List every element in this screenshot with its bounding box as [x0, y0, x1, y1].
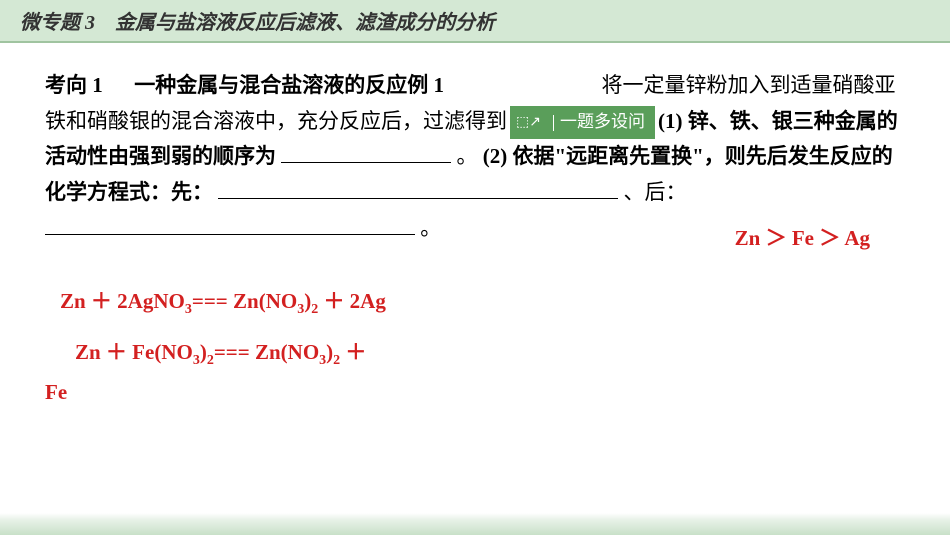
main-text: 考向 1 一种金属与混合盐溶液的反应例 1 将一定量锌粉加入到适量硝酸亚铁和硝酸… [45, 68, 905, 246]
equation-2-end: Fe [45, 377, 905, 409]
footer-bar [0, 513, 950, 535]
direction-text: 一种金属与混合盐溶液的反应 [134, 73, 407, 97]
slide-header: 微专题 3 金属与盐溶液反应后滤液、滤渣成分的分析 [0, 0, 950, 43]
example-label: 例 1 [407, 73, 444, 97]
eq1-sub1: 3 [185, 303, 192, 318]
tag-text: 一题多设问 [560, 108, 645, 137]
eq2-p3: ＋ [340, 340, 366, 364]
activity-order-text: Zn ＞ Fe ＞ Ag [735, 226, 870, 250]
tag-divider [553, 115, 554, 131]
eq1-p1: Zn ＋ 2AgNO [60, 289, 185, 313]
equation-1: Zn ＋ 2AgNO3=== Zn(NO3)2 ＋ 2Ag [60, 286, 905, 320]
after-text: 、后： [624, 180, 687, 204]
blank-3 [45, 214, 415, 235]
answer-activity-order: Zn ＞ Fe ＞ Ag [735, 222, 870, 252]
blank-1 [281, 142, 451, 163]
share-icon: ⬚↗ [516, 111, 541, 135]
blank-2 [218, 178, 618, 199]
eq2-p2: === Zn(NO [214, 340, 319, 364]
direction-label: 考向 1 [45, 73, 103, 97]
equations-block: Zn ＋ 2AgNO3=== Zn(NO3)2 ＋ 2Ag Zn ＋ Fe(NO… [45, 286, 905, 408]
eq1-p2: === Zn(NO [192, 289, 297, 313]
eq1-p3: ＋ 2Ag [318, 289, 386, 313]
eq2-fe: Fe [45, 380, 67, 404]
period-1: 。 [457, 144, 478, 168]
period-2: 。 [420, 216, 441, 240]
eq2-sub1: 3 [193, 353, 200, 368]
eq2-sub3: 3 [319, 353, 326, 368]
eq2-p1: Zn ＋ Fe(NO [75, 340, 193, 364]
eq2-sub2: 2 [207, 353, 214, 368]
tag-box: ⬚↗ 一题多设问 [510, 106, 655, 139]
header-title: 微专题 3 金属与盐溶液反应后滤液、滤渣成分的分析 [20, 12, 495, 34]
eq1-sub2: 3 [297, 303, 304, 318]
equation-2: Zn ＋ Fe(NO3)2=== Zn(NO3)2 ＋ [60, 337, 905, 371]
